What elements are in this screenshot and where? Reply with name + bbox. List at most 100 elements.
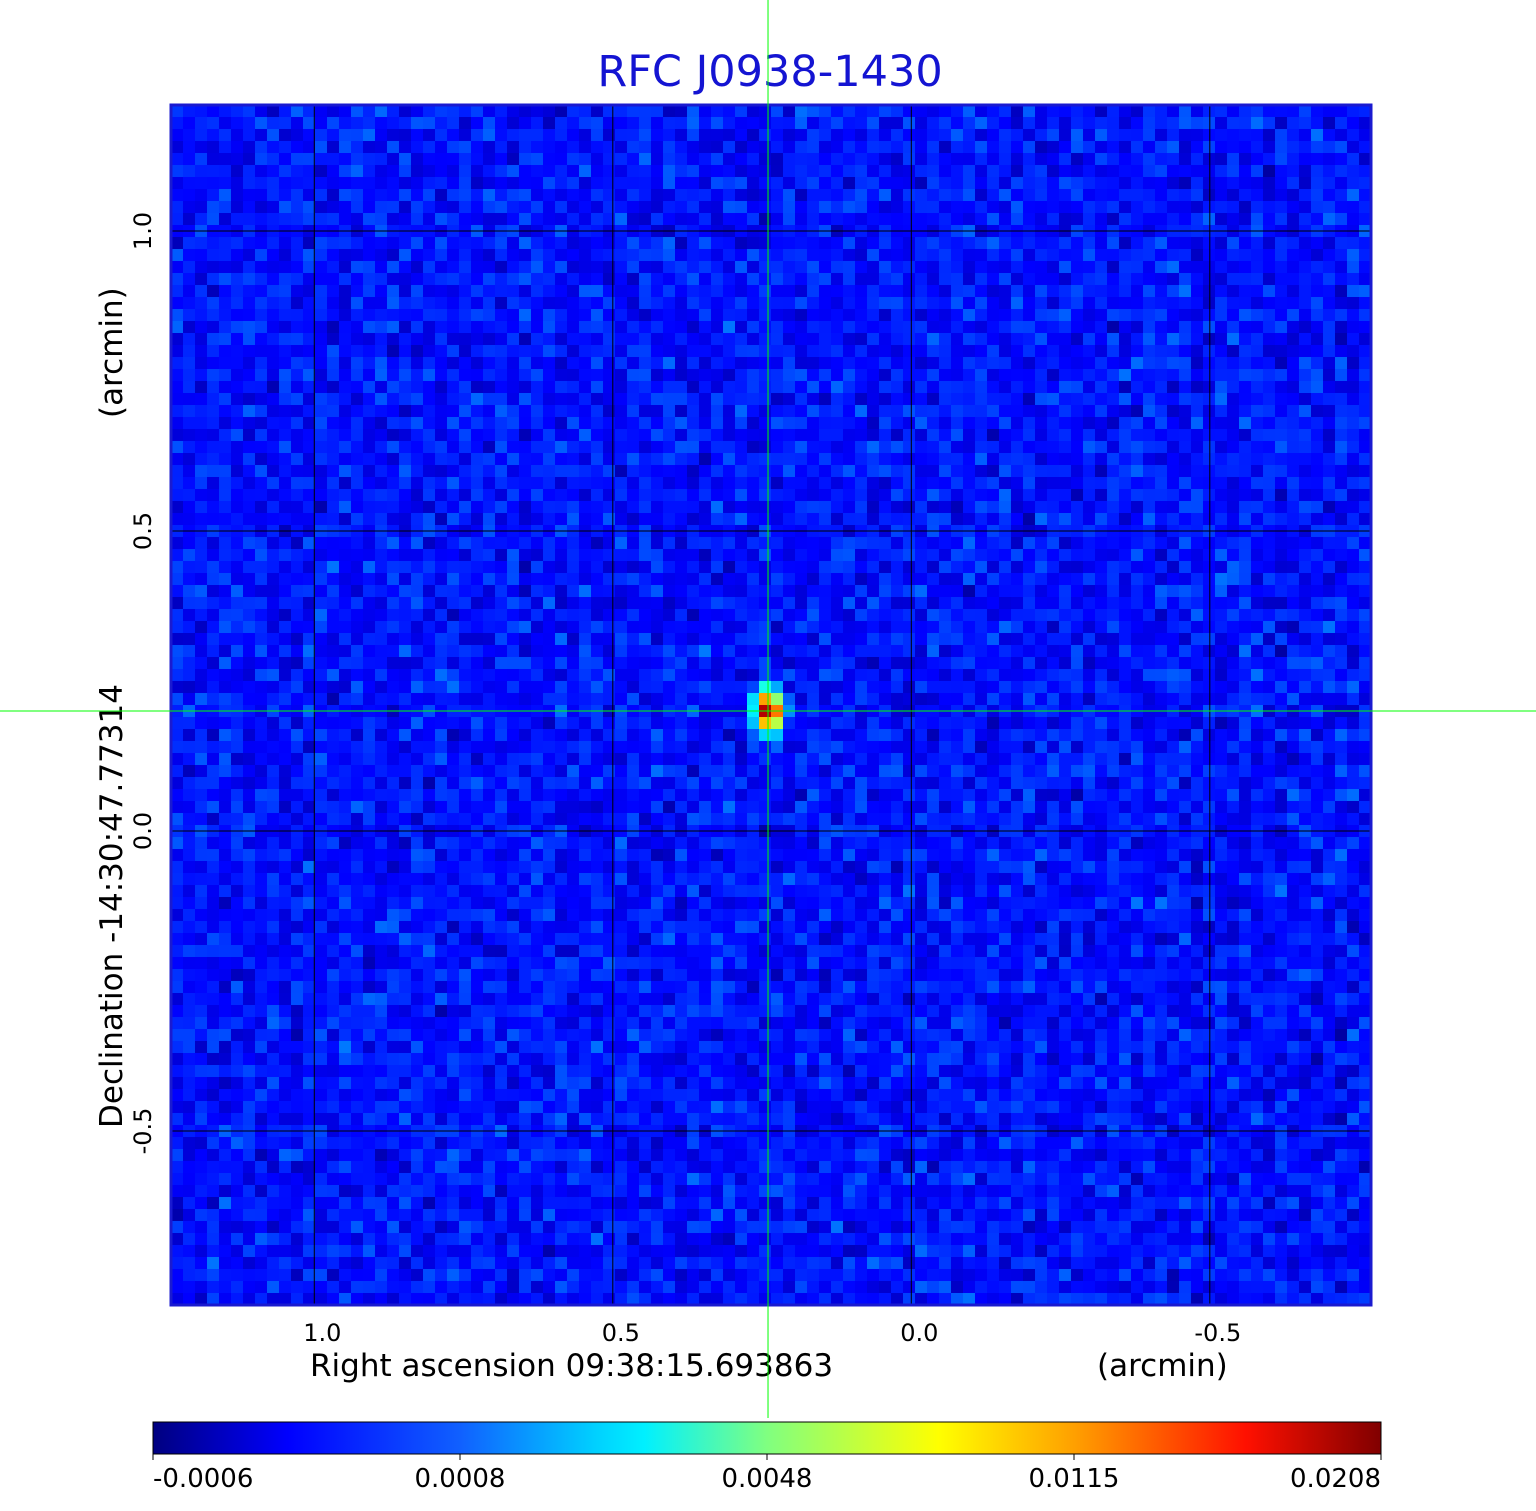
heatmap-cell — [711, 633, 724, 646]
heatmap-cell — [663, 693, 676, 706]
heatmap-cell — [615, 1233, 628, 1246]
heatmap-cell — [735, 1245, 748, 1258]
heatmap-cell — [435, 765, 448, 778]
heatmap-cell — [435, 561, 448, 574]
heatmap-cell — [735, 741, 748, 754]
heatmap-cell — [411, 693, 424, 706]
heatmap-cell — [411, 909, 424, 922]
heatmap-cell — [711, 1101, 724, 1114]
heatmap-cell — [399, 165, 412, 178]
heatmap-cell — [423, 381, 436, 394]
heatmap-cell — [591, 585, 604, 598]
heatmap-cell — [363, 1269, 376, 1282]
heatmap-cell — [651, 333, 664, 346]
heatmap-cell — [567, 885, 580, 898]
heatmap-cell — [435, 693, 448, 706]
heatmap-cell — [711, 1029, 724, 1042]
heatmap-cell — [207, 417, 220, 430]
heatmap-cell — [699, 789, 712, 802]
heatmap-cell — [675, 561, 688, 574]
heatmap-cell — [507, 237, 520, 250]
heatmap-cell — [471, 585, 484, 598]
heatmap-cell — [759, 489, 772, 502]
heatmap-cell — [531, 1197, 544, 1210]
heatmap-cell — [591, 969, 604, 982]
heatmap-cell — [339, 153, 352, 166]
heatmap-cell — [675, 609, 688, 622]
heatmap-cell — [447, 729, 460, 742]
heatmap-cell — [687, 753, 700, 766]
heatmap-cell — [747, 417, 760, 430]
heatmap-cell — [759, 1221, 772, 1234]
heatmap-cell — [603, 933, 616, 946]
heatmap-cell — [447, 945, 460, 958]
heatmap-cell — [603, 1149, 616, 1162]
heatmap-cell — [171, 537, 184, 550]
heatmap-cell — [399, 681, 412, 694]
heatmap-cell — [387, 1017, 400, 1030]
heatmap-cell — [735, 489, 748, 502]
heatmap-cell — [687, 333, 700, 346]
heatmap-cell — [267, 1173, 280, 1186]
heatmap-cell — [183, 381, 196, 394]
heatmap-cell — [615, 657, 628, 670]
heatmap-cell — [663, 117, 676, 130]
heatmap-cell — [483, 1089, 496, 1102]
heatmap-cell — [555, 813, 568, 826]
heatmap-cell — [171, 1233, 184, 1246]
heatmap-cell — [651, 765, 664, 778]
heatmap-cell — [435, 1137, 448, 1150]
heatmap-cell — [579, 1041, 592, 1054]
heatmap-cell — [639, 345, 652, 358]
heatmap-cell — [279, 933, 292, 946]
heatmap-cell — [207, 489, 220, 502]
heatmap-cell — [675, 741, 688, 754]
heatmap-cell — [459, 417, 472, 430]
heatmap-cell — [555, 933, 568, 946]
heatmap-cell — [639, 201, 652, 214]
heatmap-cell — [567, 933, 580, 946]
heatmap-cell — [423, 957, 436, 970]
heatmap-cell — [759, 429, 772, 442]
heatmap-cell — [459, 165, 472, 178]
heatmap-cell — [603, 297, 616, 310]
heatmap-cell — [555, 681, 568, 694]
heatmap-cell — [279, 741, 292, 754]
heatmap-cell — [675, 849, 688, 862]
heatmap-cell — [591, 1101, 604, 1114]
heatmap-cell — [471, 1233, 484, 1246]
heatmap-cell — [399, 645, 412, 658]
heatmap-cell — [399, 981, 412, 994]
heatmap-cell — [531, 453, 544, 466]
heatmap-cell — [327, 753, 340, 766]
heatmap-cell — [543, 1017, 556, 1030]
heatmap-cell — [279, 1161, 292, 1174]
heatmap-cell — [735, 861, 748, 874]
heatmap-cell — [423, 1257, 436, 1270]
heatmap-cell — [339, 177, 352, 190]
heatmap-cell — [519, 429, 532, 442]
heatmap-cell — [615, 609, 628, 622]
heatmap-cell — [507, 321, 520, 334]
heatmap-cell — [747, 1137, 760, 1150]
heatmap-cell — [303, 1053, 316, 1066]
heatmap-cell — [603, 321, 616, 334]
heatmap-cell — [615, 513, 628, 526]
heatmap-cell — [723, 429, 736, 442]
heatmap-cell — [747, 633, 760, 646]
heatmap-cell — [711, 117, 724, 130]
heatmap-cell — [255, 549, 268, 562]
heatmap-cell — [579, 801, 592, 814]
heatmap-cell — [531, 1161, 544, 1174]
heatmap-cell — [531, 645, 544, 658]
heatmap-cell — [651, 849, 664, 862]
heatmap-cell — [387, 537, 400, 550]
heatmap-cell — [303, 669, 316, 682]
heatmap-cell — [507, 873, 520, 886]
heatmap-cell — [579, 1101, 592, 1114]
heatmap-cell — [327, 741, 340, 754]
heatmap-cell — [555, 537, 568, 550]
heatmap-cell — [327, 393, 340, 406]
heatmap-cell — [339, 1257, 352, 1270]
heatmap-cell — [627, 585, 640, 598]
